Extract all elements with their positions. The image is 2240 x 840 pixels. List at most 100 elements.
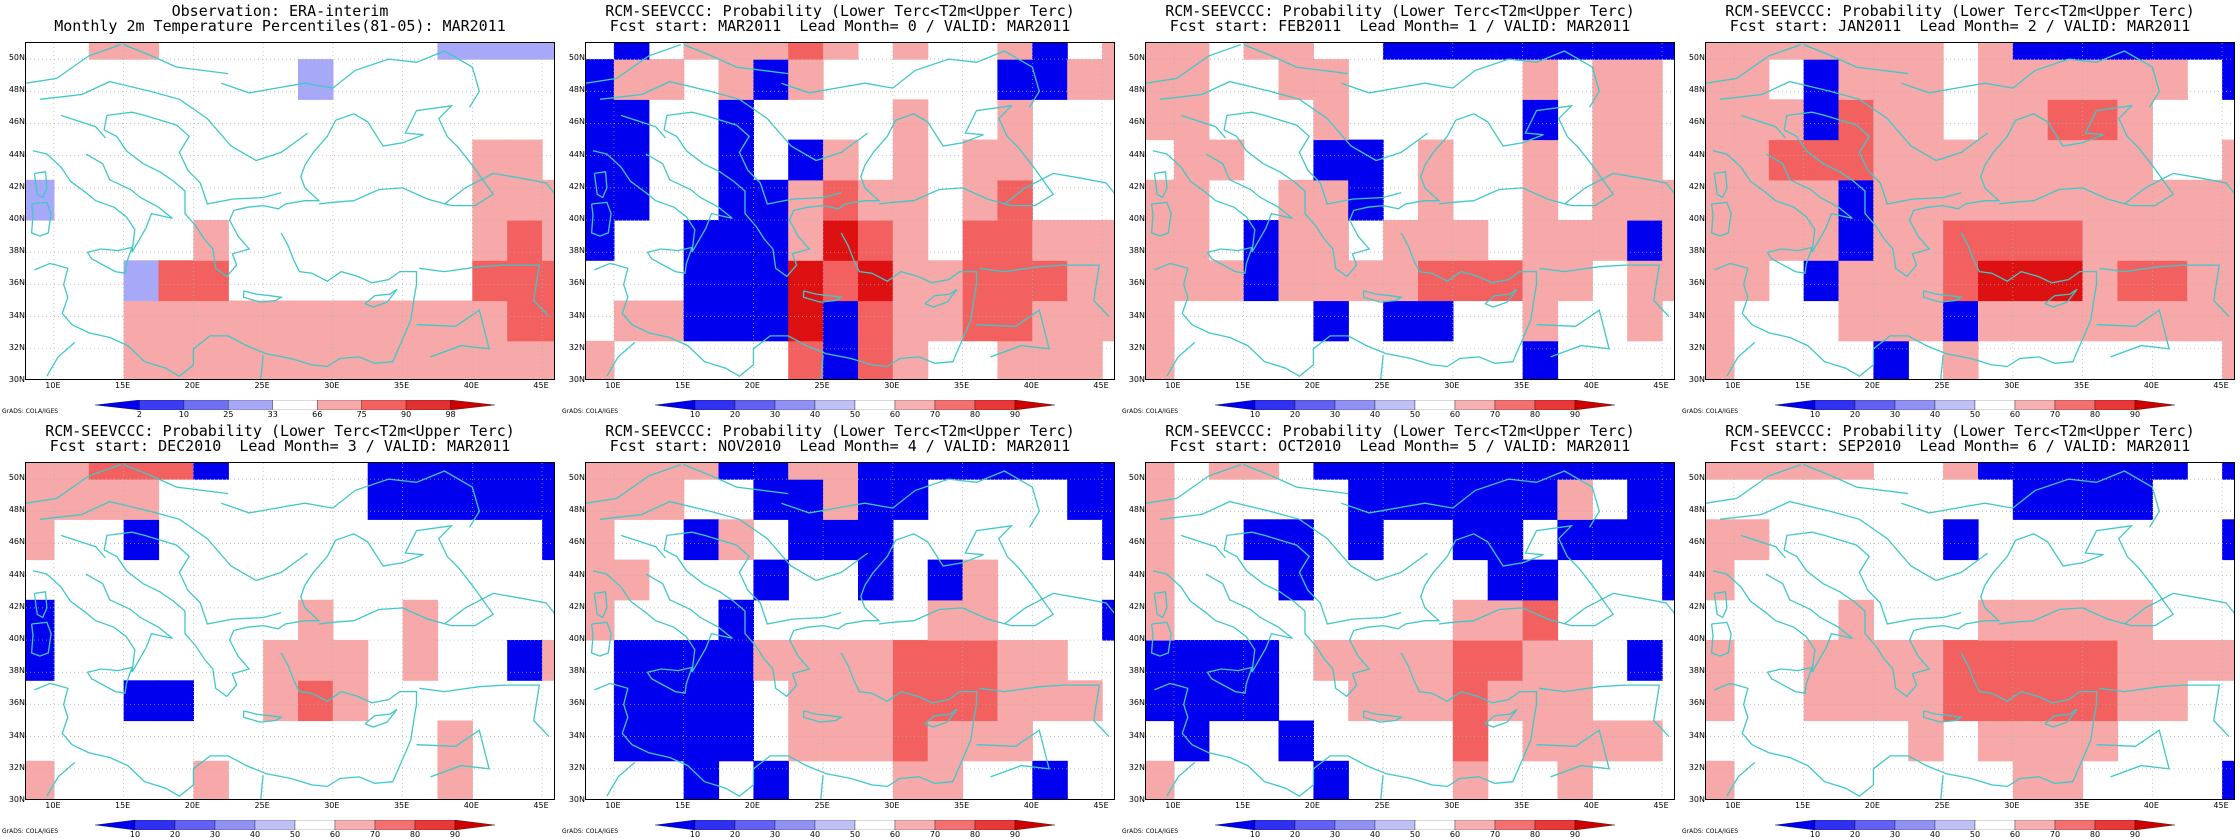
grid-cell bbox=[2152, 463, 2188, 480]
colorbar-segment bbox=[1014, 820, 1055, 830]
grid-cell bbox=[1592, 463, 1628, 480]
grid-cell bbox=[2012, 139, 2049, 181]
colorbar-label: 20 bbox=[1289, 410, 1301, 419]
coastline bbox=[33, 171, 48, 199]
colorbar-label: 90 bbox=[401, 410, 412, 419]
grid-cell bbox=[123, 519, 160, 561]
lon-tick-label: 20E bbox=[184, 381, 200, 390]
coastline bbox=[30, 201, 52, 237]
grid-cell bbox=[1557, 519, 1593, 561]
grid-cell bbox=[367, 340, 404, 379]
coastline bbox=[663, 104, 1055, 278]
grid-cell bbox=[927, 463, 964, 480]
grid-cell bbox=[1706, 220, 1735, 261]
grid-cell bbox=[26, 519, 55, 561]
grid-cell bbox=[1452, 720, 1489, 762]
grid-cell bbox=[753, 43, 789, 60]
grid-cell bbox=[2117, 99, 2153, 141]
grid-cell bbox=[1032, 220, 1068, 261]
grid-cell bbox=[542, 179, 554, 221]
coastline bbox=[260, 355, 264, 379]
lat-tick-label: 38N bbox=[8, 246, 25, 256]
grid-cell bbox=[613, 463, 650, 480]
panel-title-line1: RCM-SEEVCCC: Probability (Lower Terc<T2m… bbox=[1725, 422, 2195, 440]
coastline bbox=[2099, 264, 2230, 318]
grid-cell bbox=[997, 179, 1033, 221]
lon-tick-label: 20E bbox=[1864, 381, 1880, 390]
grid-cell bbox=[1452, 640, 1489, 681]
grid-cell bbox=[2222, 59, 2234, 100]
coastline bbox=[1922, 710, 1964, 723]
grid-cell bbox=[586, 463, 615, 480]
coastline bbox=[123, 43, 229, 75]
colorbar-segment bbox=[254, 820, 296, 830]
grid-cell bbox=[123, 479, 160, 520]
grid-cell bbox=[1032, 640, 1068, 681]
lat-tick-label: 42N bbox=[1688, 601, 1705, 611]
colorbar-label: 60 bbox=[889, 410, 901, 419]
grid-cell bbox=[2187, 43, 2223, 60]
coastline bbox=[1166, 341, 1196, 377]
colorbar-label: 50 bbox=[1969, 410, 1981, 419]
coastline bbox=[683, 463, 789, 495]
lat-tick-label: 44N bbox=[8, 149, 25, 159]
grid-cell bbox=[472, 220, 508, 261]
grid-cell bbox=[1313, 220, 1349, 261]
lon-tick-label: 30E bbox=[1444, 801, 1460, 810]
colorbar-label: 30 bbox=[1329, 830, 1341, 839]
grid-cell bbox=[718, 519, 754, 561]
colorbar-label: 60 bbox=[2009, 410, 2021, 419]
colorbar-label: 10 bbox=[178, 410, 189, 419]
colorbar-label: 25 bbox=[223, 410, 234, 419]
grid-cell bbox=[437, 43, 473, 60]
colorbar-segment bbox=[1414, 400, 1456, 410]
grid-cell bbox=[1706, 43, 1735, 60]
grid-cell bbox=[1452, 479, 1489, 520]
grid-cell bbox=[753, 760, 789, 799]
grid-cell bbox=[858, 463, 894, 480]
colorbar-label: 50 bbox=[289, 830, 301, 839]
coastline bbox=[1803, 463, 1909, 495]
map-plot bbox=[586, 463, 1114, 799]
lon-tick-label: 35E bbox=[953, 801, 970, 810]
grid-cell bbox=[586, 99, 615, 141]
coastline bbox=[2099, 684, 2230, 738]
lon-tick-label: 15E bbox=[1235, 381, 1251, 390]
colorbar-segment bbox=[774, 400, 816, 410]
colorbar-label: 70 bbox=[929, 830, 941, 839]
colorbar-label: 20 bbox=[1849, 830, 1861, 839]
grid-cell bbox=[1522, 680, 1559, 722]
grid-cell bbox=[648, 59, 685, 100]
panel-title-line1: RCM-SEEVCCC: Probability (Lower Terc<T2m… bbox=[1725, 2, 2195, 20]
colorbar-label: 20 bbox=[729, 830, 741, 839]
lon-tick-label: 25E bbox=[1934, 801, 1950, 810]
grid-cell bbox=[1522, 720, 1559, 762]
grid-cell bbox=[1978, 640, 2014, 681]
grid-cell bbox=[613, 640, 650, 681]
grid-cell bbox=[1873, 43, 1909, 60]
grid-cell bbox=[1348, 179, 1384, 221]
lon-tick-label: 45E bbox=[2213, 381, 2229, 390]
grid-cell bbox=[648, 640, 685, 681]
coastline bbox=[663, 111, 842, 205]
grid-cell bbox=[1943, 300, 1979, 342]
grid-cell bbox=[1243, 519, 1280, 561]
grid-cell bbox=[1592, 43, 1628, 60]
grid-cell bbox=[962, 300, 999, 342]
grid-cell bbox=[613, 99, 650, 141]
coastline bbox=[1484, 288, 1518, 308]
grid-cell bbox=[1418, 640, 1454, 681]
grid-cell bbox=[26, 640, 55, 681]
colorbar-segment bbox=[1254, 400, 1296, 410]
grid-cell bbox=[2082, 260, 2119, 302]
grid-cell bbox=[1032, 340, 1068, 379]
lat-tick-label: 34N bbox=[8, 310, 25, 320]
colorbar-label: 10 bbox=[1249, 830, 1261, 839]
grid-cell bbox=[367, 463, 404, 480]
lon-tick-label: 15E bbox=[1795, 381, 1811, 390]
grid-cell bbox=[1803, 680, 1840, 722]
coastline bbox=[26, 43, 122, 84]
grid-cell bbox=[1838, 680, 1874, 722]
grid-cell bbox=[123, 680, 160, 722]
lat-tick-label: 30N bbox=[8, 375, 25, 384]
